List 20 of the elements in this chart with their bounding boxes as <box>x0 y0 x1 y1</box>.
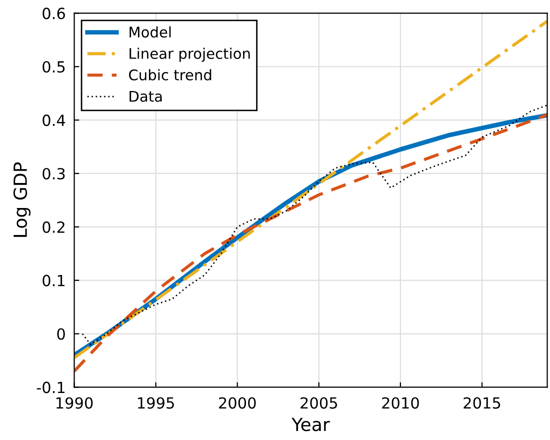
x-tick-label: 2005 <box>300 397 338 409</box>
legend-label: Linear projection <box>130 48 250 62</box>
x-tick-label: 2015 <box>464 397 500 409</box>
legend-label: Model <box>130 26 171 38</box>
y-tick-label: 0.3 <box>42 168 65 180</box>
y-tick-label: 0.5 <box>42 61 65 73</box>
y-tick-label: 0 <box>57 328 65 340</box>
x-axis-title: Year <box>292 418 330 432</box>
y-tick-label: 0.1 <box>42 274 65 286</box>
x-tick-label: 1990 <box>56 397 93 409</box>
y-tick-label: 0.6 <box>42 8 65 20</box>
y-axis-title: Log GDP <box>13 162 31 237</box>
x-tick-label: 2000 <box>219 397 256 409</box>
x-tick-label: 2010 <box>382 397 419 409</box>
legend-label: Cubic trend <box>129 69 212 80</box>
y-tick-label: 0.2 <box>42 221 64 233</box>
y-tick-label: -0.1 <box>36 382 65 394</box>
y-tick-label: 0.4 <box>42 114 66 126</box>
x-tick-label: 1995 <box>138 397 174 409</box>
legend-label: Data <box>130 90 162 102</box>
